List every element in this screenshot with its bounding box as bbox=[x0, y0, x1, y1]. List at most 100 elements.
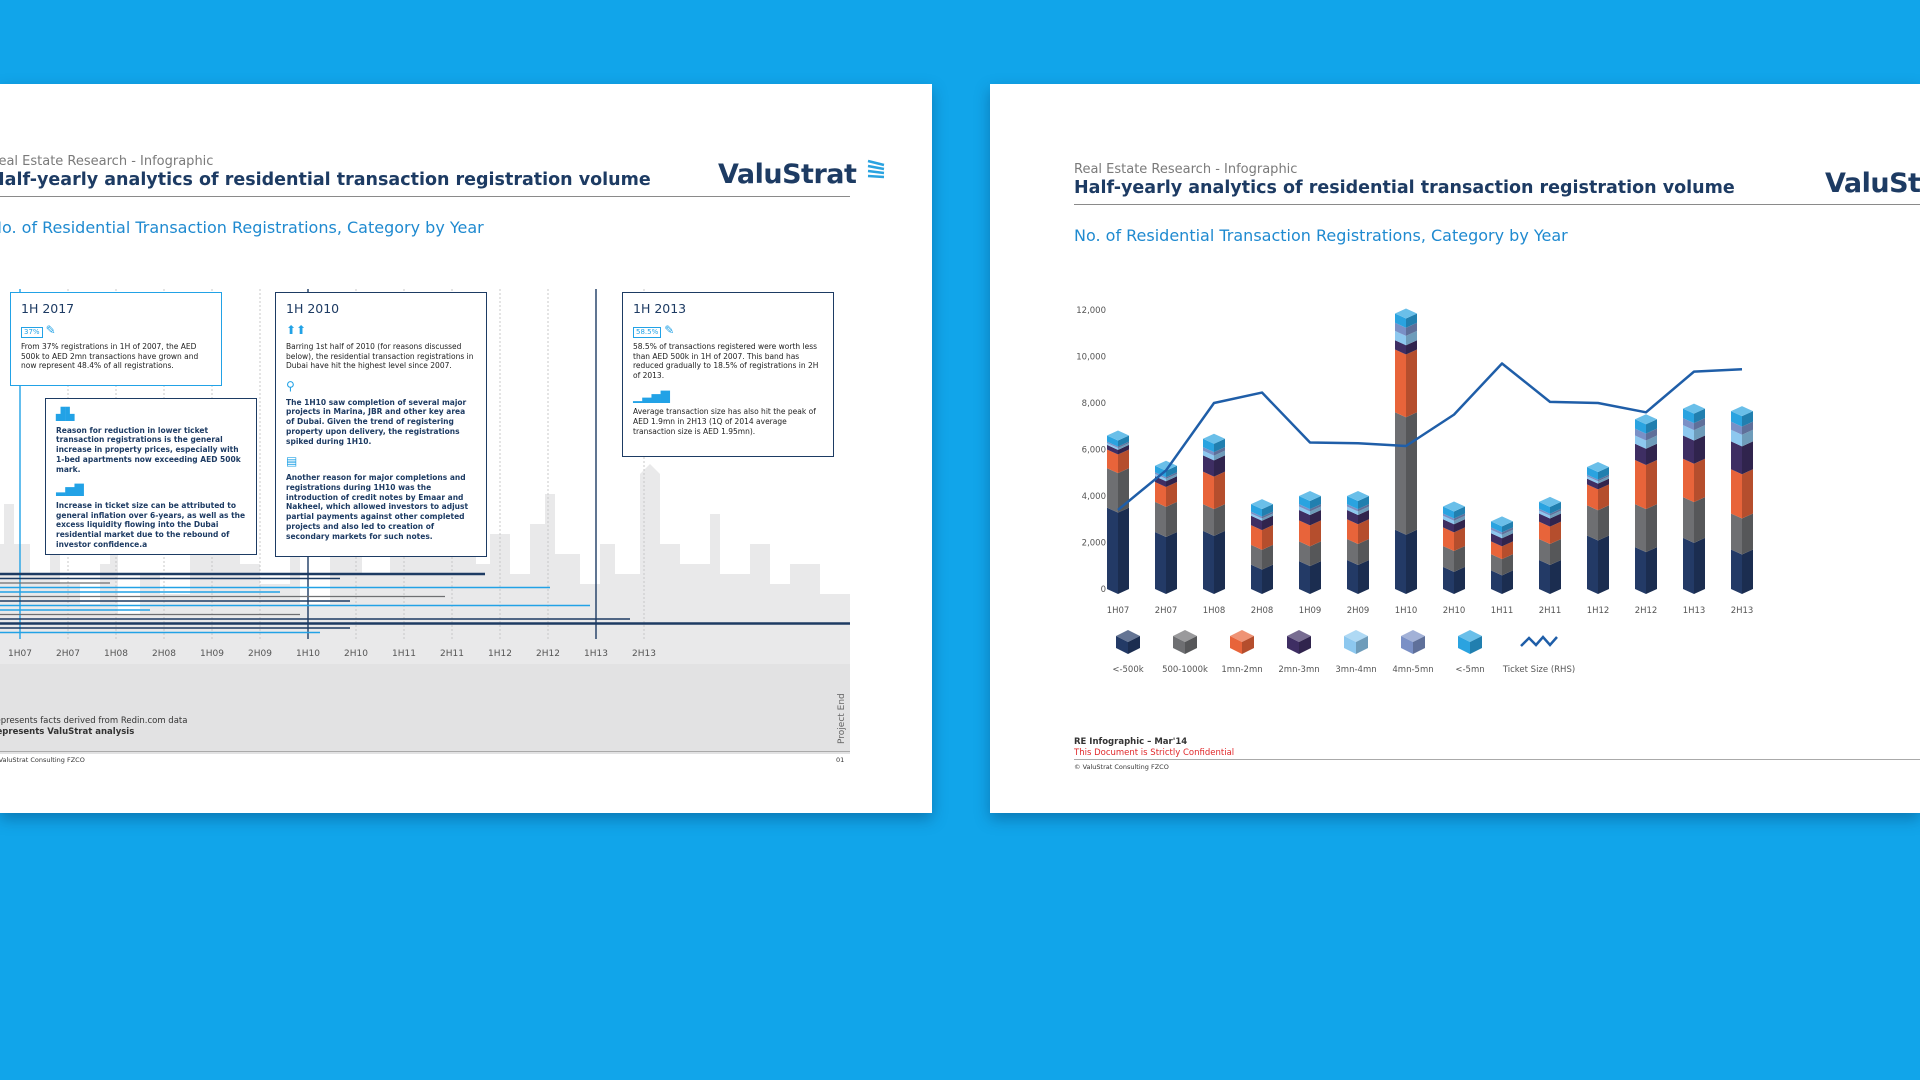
bar-segment bbox=[1299, 509, 1310, 526]
bar-segment bbox=[1731, 441, 1742, 475]
right-title-rule bbox=[1074, 204, 1920, 205]
bar-segment bbox=[1731, 411, 1742, 427]
bar-segment-side bbox=[1550, 521, 1561, 545]
bar-segment bbox=[1539, 510, 1550, 519]
bar-segment-side bbox=[1694, 497, 1705, 543]
bar-segment-side bbox=[1550, 510, 1561, 519]
bar-segment-side bbox=[1598, 474, 1609, 482]
y-tick-label: 6,000 bbox=[1082, 446, 1106, 456]
bar-cap bbox=[1347, 491, 1369, 501]
left-copyright: © ValuStrat Consulting FZCO bbox=[0, 756, 85, 764]
bar-segment-side bbox=[1502, 527, 1513, 535]
bar-segment bbox=[1491, 541, 1502, 560]
y-tick-label: 10,000 bbox=[1076, 353, 1106, 363]
bar-segment bbox=[1731, 513, 1742, 555]
y-tick-label: 8,000 bbox=[1082, 399, 1106, 409]
left-eyebrow: Real Estate Research - Infographic bbox=[0, 154, 214, 169]
bar-segment-side bbox=[1694, 435, 1705, 464]
bar-segment bbox=[1395, 340, 1406, 355]
x-tick-label: 2H10 bbox=[1443, 606, 1466, 616]
bar-segment-side bbox=[1118, 441, 1129, 448]
legend-item: <-500k bbox=[1112, 630, 1144, 675]
footer-title: RE Infographic – Mar'14 bbox=[1074, 737, 1188, 747]
bar-segment-side bbox=[1502, 521, 1513, 533]
left-chart-subtitle: No. of Residential Transaction Registrat… bbox=[0, 218, 484, 237]
bar-segment bbox=[1683, 458, 1694, 503]
bar-segment bbox=[1203, 447, 1214, 456]
bar-segment bbox=[1395, 313, 1406, 328]
right-report-page: Real Estate Research - Infographic Half-… bbox=[990, 84, 1920, 813]
stacked-bar bbox=[1491, 516, 1513, 594]
bar-cap bbox=[1251, 499, 1273, 510]
bar-segment bbox=[1587, 476, 1598, 484]
bar-segment-side bbox=[1694, 408, 1705, 424]
bar-segment-side bbox=[1454, 506, 1465, 519]
bar-segment bbox=[1395, 412, 1406, 535]
bar-segment-side bbox=[1406, 330, 1417, 346]
bar-segment-side bbox=[1550, 539, 1561, 565]
bar-segment bbox=[1251, 525, 1262, 550]
legend-label: 500-1000k bbox=[1162, 665, 1208, 675]
x-tick-label: 1H09 bbox=[1299, 606, 1322, 616]
bar-segment-side bbox=[1166, 472, 1177, 479]
bar-segment bbox=[1347, 496, 1358, 510]
confidential-note: This Document is Strictly Confidential bbox=[1074, 748, 1235, 758]
bar-segment bbox=[1587, 474, 1598, 482]
bar-cap bbox=[1683, 403, 1705, 414]
bar-segment bbox=[1347, 509, 1358, 525]
bar-cap bbox=[1587, 461, 1609, 472]
legend-cube-right bbox=[1413, 636, 1425, 654]
bar-segment-side bbox=[1646, 419, 1657, 434]
stacked-bar bbox=[1539, 496, 1561, 594]
bar-segment-side bbox=[1310, 520, 1321, 547]
bar-cap bbox=[1635, 414, 1657, 425]
bar-segment bbox=[1683, 408, 1694, 424]
bar-segment bbox=[1587, 505, 1598, 541]
legend-item: 4mn-5mn bbox=[1392, 630, 1434, 675]
bar-segment bbox=[1491, 521, 1502, 533]
bar-segment bbox=[1203, 504, 1214, 536]
bar-segment bbox=[1683, 497, 1694, 543]
bar-series bbox=[1107, 308, 1753, 594]
bar-segment bbox=[1395, 330, 1406, 346]
y-axis: 0 2,000 4,000 6,000 8,000 10,000 12,000 bbox=[1076, 306, 1106, 595]
legend-cube-right bbox=[1128, 636, 1140, 654]
bar-segment-side bbox=[1214, 471, 1225, 510]
callout-text-2: Increase in ticket size can be attribute… bbox=[56, 500, 246, 549]
bar-segment-side bbox=[1262, 511, 1273, 519]
bar-segment bbox=[1491, 554, 1502, 576]
bar-cap bbox=[1299, 491, 1321, 501]
left-page-title: Half-yearly analytics of residential tra… bbox=[0, 170, 651, 190]
stacked-bar bbox=[1443, 501, 1465, 594]
bar-segment-side bbox=[1166, 501, 1177, 538]
bar-segment-side bbox=[1502, 529, 1513, 539]
bar-segment bbox=[1107, 449, 1118, 474]
bar-segment bbox=[1443, 566, 1454, 594]
bar-segment bbox=[1395, 349, 1406, 418]
x-tick-label: 1H10 bbox=[1395, 606, 1418, 616]
timeline-label: 1H10 bbox=[296, 649, 320, 659]
bar-segment-side bbox=[1118, 449, 1129, 474]
logo-text: ValuStrat bbox=[1825, 168, 1920, 199]
bar-segment bbox=[1347, 519, 1358, 545]
bar-segment-side bbox=[1454, 527, 1465, 551]
bar-segment-side bbox=[1454, 515, 1465, 525]
bar-segment bbox=[1539, 508, 1550, 516]
bar-segment bbox=[1299, 561, 1310, 594]
timeline-bars bbox=[0, 572, 850, 634]
x-tick-label: 1H11 bbox=[1491, 606, 1514, 616]
bar-segment bbox=[1587, 478, 1598, 490]
x-tick-label: 2H11 bbox=[1539, 606, 1562, 616]
bar-segment-side bbox=[1406, 529, 1417, 594]
bar-segment bbox=[1155, 532, 1166, 594]
bar-segment-side bbox=[1598, 535, 1609, 594]
bar-segment bbox=[1395, 529, 1406, 594]
legend-item: 3mn-4mn bbox=[1335, 630, 1377, 675]
project-end-label: Project End bbox=[837, 693, 847, 744]
callout-text: 58.5% of transactions registered were wo… bbox=[633, 341, 819, 381]
bar-segment bbox=[1731, 421, 1742, 435]
bar-segment bbox=[1539, 559, 1550, 594]
bar-segment-side bbox=[1358, 496, 1369, 510]
bar-segment-side bbox=[1406, 349, 1417, 418]
bar-segment bbox=[1107, 444, 1118, 455]
